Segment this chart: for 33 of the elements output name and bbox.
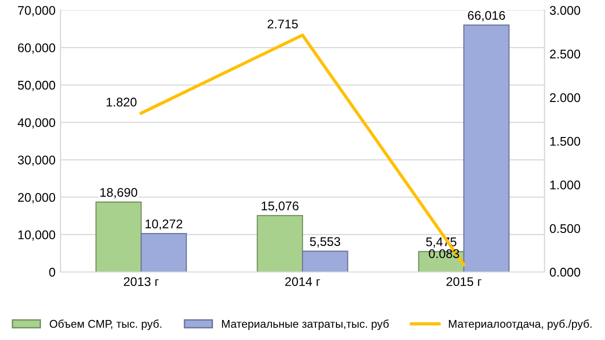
y-tick-label: 0 [49, 268, 56, 277]
y2-tick-label: 2.500 [550, 50, 580, 58]
data-label: 1.820 [106, 98, 137, 107]
x-tick-label: 2013 г [124, 277, 159, 286]
data-label: 66,016 [468, 11, 505, 22]
bar [95, 202, 142, 272]
legend-label: Объем СМР, тыс. руб. [50, 320, 162, 330]
y-tick-label: 40,000 [18, 118, 56, 129]
data-label: 2.715 [268, 20, 298, 28]
data-label: 10,272 [146, 219, 182, 230]
legend-label: Материальные затраты,тыс. руб [222, 320, 389, 330]
y2-tick-label: 3.000 [550, 6, 580, 15]
data-label: 18,690 [100, 188, 138, 198]
y2-tick-label: 0.000 [550, 268, 580, 277]
x-tick-label: 2015 г [446, 277, 482, 286]
legend-label: Материалоотдача, руб./руб. [448, 320, 592, 330]
bar [140, 233, 187, 272]
x-tick-label: 2014 г [285, 277, 320, 286]
y-tick-label: 70,000 [18, 6, 56, 16]
bar [302, 250, 348, 272]
y-tick-label: 10,000 [18, 230, 56, 241]
y-tick-label: 20,000 [18, 193, 56, 204]
y-tick-label: 50,000 [18, 80, 56, 92]
y2-tick-label: 0.500 [550, 224, 580, 234]
y-tick-label: 60,000 [18, 43, 56, 54]
data-label: 5,553 [310, 237, 340, 248]
y2-tick-label: 2.000 [550, 93, 580, 102]
bar [463, 24, 510, 272]
y2-tick-label: 1.000 [550, 180, 580, 190]
bar [256, 215, 304, 272]
data-label: 15,076 [262, 202, 298, 212]
y-tick-label: 30,000 [18, 156, 56, 166]
y2-tick-label: 1.500 [550, 136, 580, 146]
